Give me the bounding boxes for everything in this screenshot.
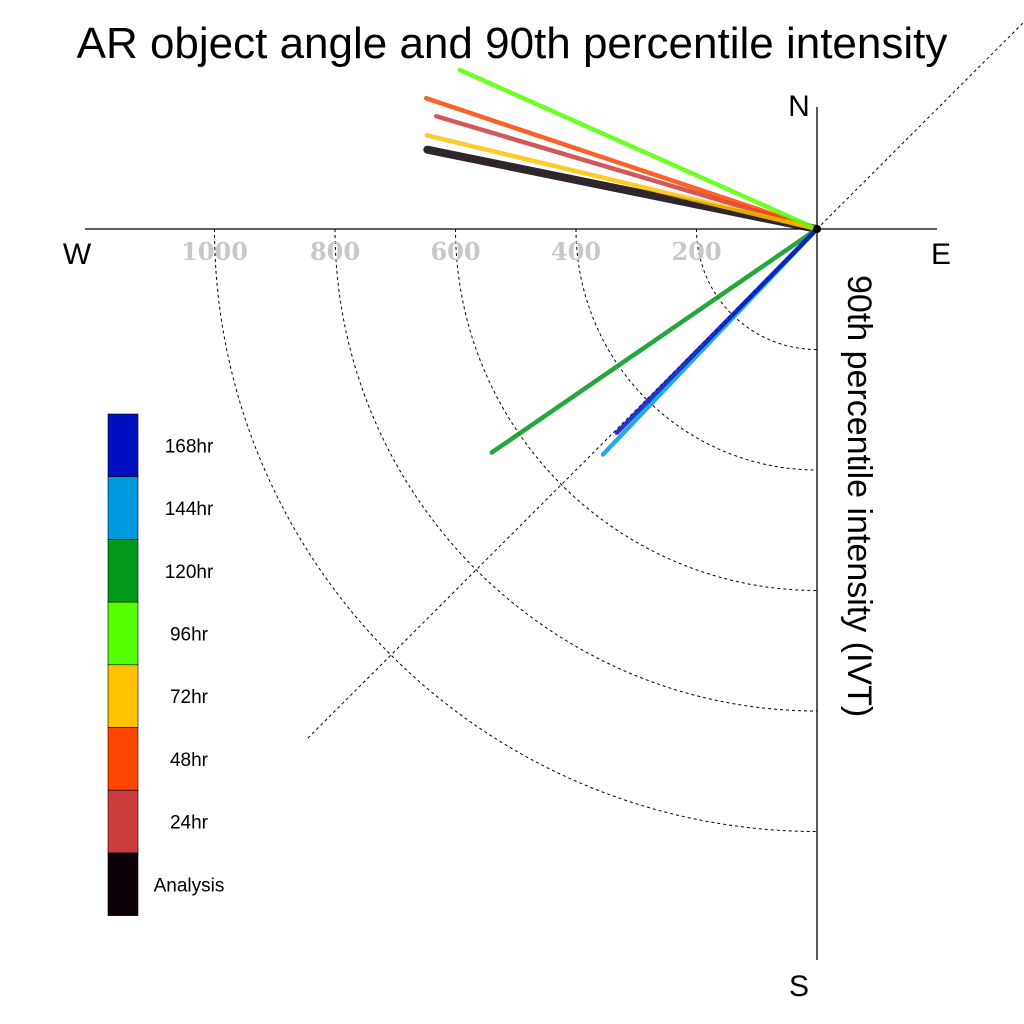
vector-168hr [614, 226, 820, 435]
compass-west: W [63, 238, 92, 271]
vector-48hr [423, 95, 820, 232]
legend-swatch [107, 727, 139, 791]
vector-120hr [489, 226, 820, 455]
legend-swatch [107, 539, 139, 603]
vector-analysis [423, 145, 821, 233]
legend-label: 24hr [170, 813, 209, 834]
legend-swatch [107, 789, 139, 854]
radial-tick-label: 1000 [181, 237, 248, 266]
legend-label: 96hr [170, 624, 209, 645]
radial-tick-label: 400 [551, 237, 601, 266]
range-ring [214, 228, 818, 832]
legend-swatch [107, 476, 139, 540]
legend-label: 48hr [170, 750, 209, 771]
range-ring [334, 228, 818, 712]
range-ring [696, 228, 818, 350]
diagonal-reference [305, 21, 1024, 741]
legend-swatch [107, 852, 139, 916]
vector-24hr [434, 113, 820, 232]
compass-north: N [788, 90, 810, 123]
vector-96hr [457, 67, 820, 232]
legend-label: Analysis [154, 875, 225, 896]
legend-label: 120hr [165, 562, 214, 583]
legend-label: 168hr [165, 436, 214, 457]
legend: 168hr 144hr 120hr 96hr 72hr 48hr 24hr Analysis [107, 413, 225, 916]
forecast-vectors [423, 67, 821, 457]
legend-swatch [107, 601, 139, 666]
radial-tick-labels: 200 400 600 800 1000 [181, 237, 721, 266]
chart-title: AR object angle and 90th percentile inte… [77, 19, 948, 68]
radial-tick-label: 200 [671, 237, 721, 266]
range-ring [575, 228, 818, 471]
vector-72hr [424, 133, 820, 232]
radial-tick-label: 600 [430, 237, 480, 266]
compass-east: E [931, 238, 951, 271]
range-rings [214, 21, 1024, 832]
origin-point [813, 225, 821, 233]
radial-axis-label: 90th percentile intensity (IVT) [840, 275, 878, 717]
compass-south: S [789, 970, 809, 1003]
legend-label: 72hr [170, 687, 209, 708]
legend-label: 144hr [165, 499, 214, 520]
legend-swatch [107, 413, 139, 478]
axes [85, 107, 937, 960]
radial-tick-label: 800 [310, 237, 360, 266]
range-ring [455, 228, 818, 591]
legend-swatch [107, 664, 139, 728]
